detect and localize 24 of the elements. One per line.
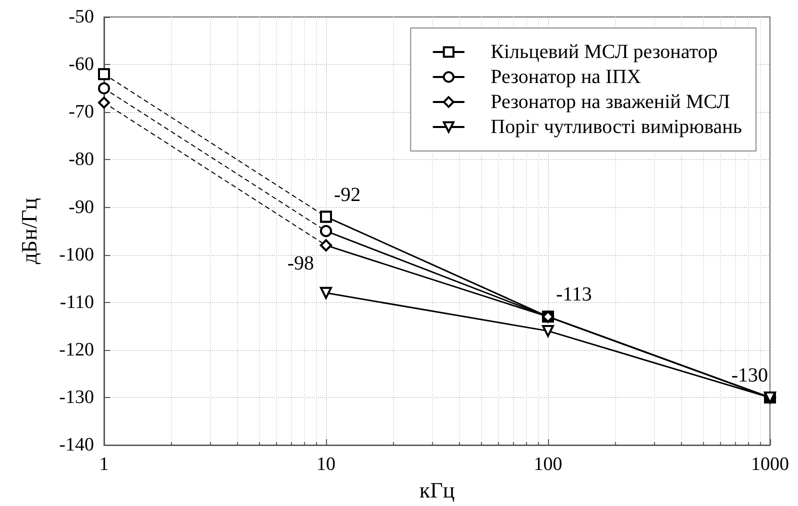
y-tick-label: -90: [68, 196, 94, 218]
x-tick-label: 1: [99, 454, 109, 476]
annotation: -130: [731, 364, 768, 387]
legend-label: Поріг чутливості вимірювань: [490, 116, 742, 138]
legend-label: Резонатор на зваженій МСЛ: [490, 91, 730, 113]
annotation: -113: [556, 284, 592, 306]
legend-label: Резонатор на ІПХ: [490, 66, 642, 88]
y-tick-label: -140: [59, 434, 94, 456]
y-tick-label: -80: [68, 149, 94, 170]
annotation: -92: [334, 184, 361, 206]
legend-label: Кільцевий МСЛ резонатор: [490, 41, 718, 63]
y-tick-label: -120: [59, 339, 94, 360]
y-axis-title: дБн/Гц: [16, 198, 42, 264]
x-tick-label: 1000: [751, 454, 789, 476]
y-tick-label: -130: [59, 387, 94, 408]
x-tick-label: 100: [534, 454, 562, 476]
y-tick-label: -60: [68, 54, 94, 76]
annotation: -98: [287, 252, 314, 274]
y-tick-label: -100: [59, 244, 94, 266]
x-axis-title: кГц: [419, 478, 455, 502]
y-tick-label: -70: [68, 102, 94, 123]
y-tick-label: -50: [68, 6, 94, 28]
y-tick-label: -110: [60, 292, 94, 313]
x-tick-label: 10: [316, 454, 336, 476]
